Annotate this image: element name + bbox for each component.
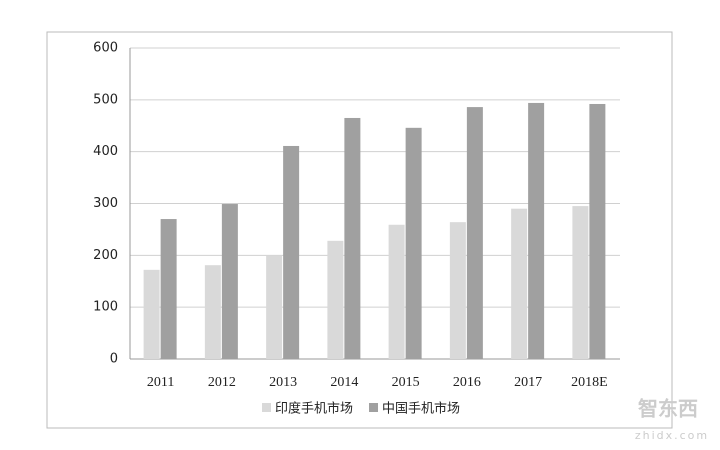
y-tick-label: 0 — [110, 352, 118, 367]
bar — [405, 127, 422, 359]
watermark-logo: 智东西 — [638, 397, 698, 421]
bar — [511, 208, 528, 359]
bar — [143, 269, 160, 359]
y-tick-label: 500 — [93, 92, 118, 107]
bar — [449, 222, 466, 359]
x-tick-label: 2018E — [571, 375, 608, 390]
bar — [327, 240, 344, 359]
bar — [466, 107, 483, 359]
legend-label: 中国手机市场 — [382, 401, 460, 417]
x-tick-label: 2015 — [392, 375, 420, 390]
x-tick-label: 2011 — [147, 375, 174, 390]
bar — [344, 117, 361, 359]
x-tick-label: 2014 — [330, 375, 358, 390]
bar — [266, 255, 283, 359]
y-tick-label: 300 — [93, 196, 118, 211]
x-tick-label: 2016 — [453, 375, 481, 390]
bar — [388, 224, 405, 359]
y-tick-label: 600 — [93, 41, 118, 56]
bar — [160, 219, 177, 359]
legend-swatch — [369, 403, 379, 412]
x-tick-label: 2012 — [208, 375, 236, 390]
bar — [204, 265, 221, 359]
bar — [283, 145, 300, 359]
y-tick-label: 100 — [93, 300, 118, 315]
legend-label: 印度手机市场 — [275, 401, 353, 417]
bar — [572, 206, 589, 359]
y-tick-label: 200 — [93, 248, 118, 263]
bar — [528, 102, 545, 360]
legend-swatch — [262, 403, 271, 412]
y-tick-label: 400 — [93, 144, 118, 159]
bar — [221, 204, 238, 359]
x-tick-label: 2013 — [269, 375, 297, 390]
bar — [589, 103, 606, 359]
x-tick-label: 2017 — [514, 375, 542, 390]
watermark-url: zhidx.com — [635, 429, 709, 442]
